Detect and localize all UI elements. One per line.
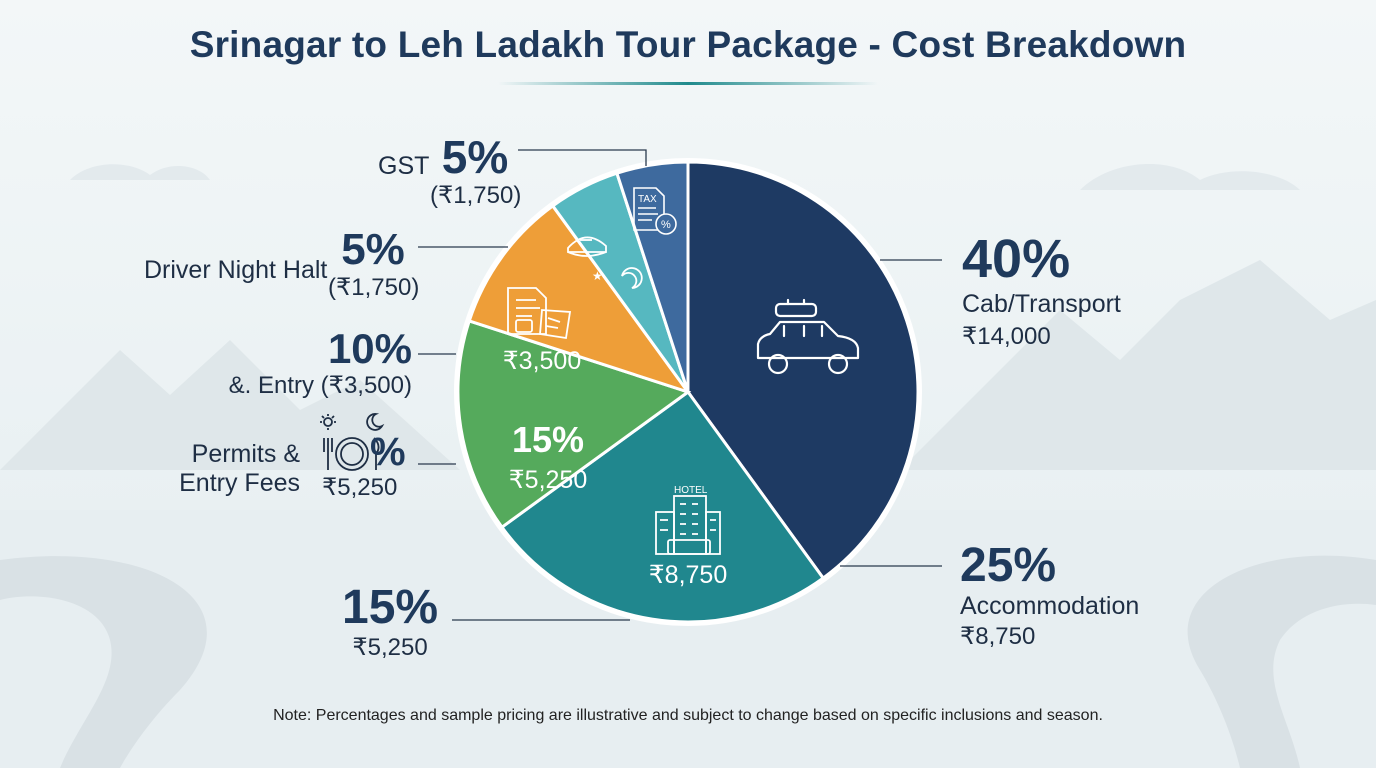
road-left (0, 556, 207, 768)
food-inner-percent: 15% (512, 419, 584, 460)
svg-text:★: ★ (592, 269, 603, 283)
pie-slice-permits (467, 203, 692, 395)
permits-inner-amount: ₹3,500 (503, 347, 581, 375)
gst-amount: (₹1,750) (430, 182, 522, 209)
gst-label: 5% (₹1,750) (430, 131, 522, 210)
permits-b-percent: % (370, 430, 406, 474)
title-underline (498, 82, 878, 85)
permit-icon (507, 287, 572, 340)
permits-b-percent-wrap: % (370, 432, 406, 472)
permits-label-b: Permits & Entry Fees (172, 440, 300, 498)
chart-title: Srinagar to Leh Ladakh Tour Package - Co… (189, 24, 1187, 65)
car-icon (756, 298, 860, 375)
leader-lines (418, 149, 942, 621)
pie-slice-cab (686, 160, 920, 581)
food-inner-amount: ₹5,250 (509, 466, 587, 494)
gst-name-wrap: GST (378, 152, 429, 181)
gst-percent: 5% (441, 131, 509, 183)
food-amount: ₹5,250 (352, 634, 428, 661)
accommodation-inner-amount: ₹8,750 (649, 561, 727, 589)
cab-percent: 40% (962, 229, 1071, 289)
pie-outline (454, 158, 922, 626)
ground (0, 510, 1376, 768)
accommodation-label: 25% Accommodation ₹8,750 (960, 542, 1139, 650)
tax-document-icon: TAX % (633, 187, 677, 235)
leader-line-gst (518, 149, 647, 166)
cab-amount: ₹14,000 (962, 322, 1051, 350)
mountain-left (0, 340, 460, 470)
hotel-icon: HOTEL (655, 485, 721, 555)
permits-b-amount-wrap: ₹5,250 (322, 474, 397, 502)
accommodation-name: Accommodation (960, 592, 1140, 620)
gst-name: GST (378, 152, 430, 180)
accommodation-percent: 25% (960, 539, 1057, 592)
food-percent: 15% (342, 581, 439, 634)
driver-label: 5% (₹1,750) (328, 225, 420, 302)
cloud-left (70, 164, 210, 180)
food-label: 15% ₹5,250 (342, 584, 438, 662)
mountain-right (900, 260, 1376, 470)
driver-percent: 5% (341, 225, 405, 274)
cloud-right (1080, 163, 1300, 190)
road-right (1187, 555, 1376, 768)
svg-text:TAX: TAX (638, 194, 657, 205)
cab-name: Cab/Transport (962, 290, 1121, 318)
driver-amount: (₹1,750) (328, 274, 420, 301)
meal-icon (320, 413, 385, 471)
driver-name-wrap: Driver Night Halt (144, 256, 327, 285)
permits-label-a: 10% &. Entry (₹3,500) (226, 328, 412, 400)
footnote: Note: Percentages and sample pricing are… (273, 707, 1103, 724)
pie-slice-accommodation (499, 389, 826, 624)
driver-cap-icon: ★ (567, 236, 643, 289)
permits-entry-text: &. Entry (₹3,500) (228, 372, 412, 399)
cab-label: 40% Cab/Transport ₹14,000 (962, 232, 1121, 350)
permits-name-line2: Entry Fees (179, 468, 300, 497)
svg-text:%: % (661, 219, 671, 231)
accommodation-amount: ₹8,750 (960, 622, 1036, 650)
permits-name-line1: Permits & (191, 440, 300, 468)
driver-name: Driver Night Halt (144, 256, 328, 284)
permits-b-amount: ₹5,250 (322, 474, 398, 501)
pie-slice-food (456, 319, 692, 530)
permits-percent: 10% (327, 325, 412, 372)
svg-text:HOTEL: HOTEL (674, 485, 708, 496)
